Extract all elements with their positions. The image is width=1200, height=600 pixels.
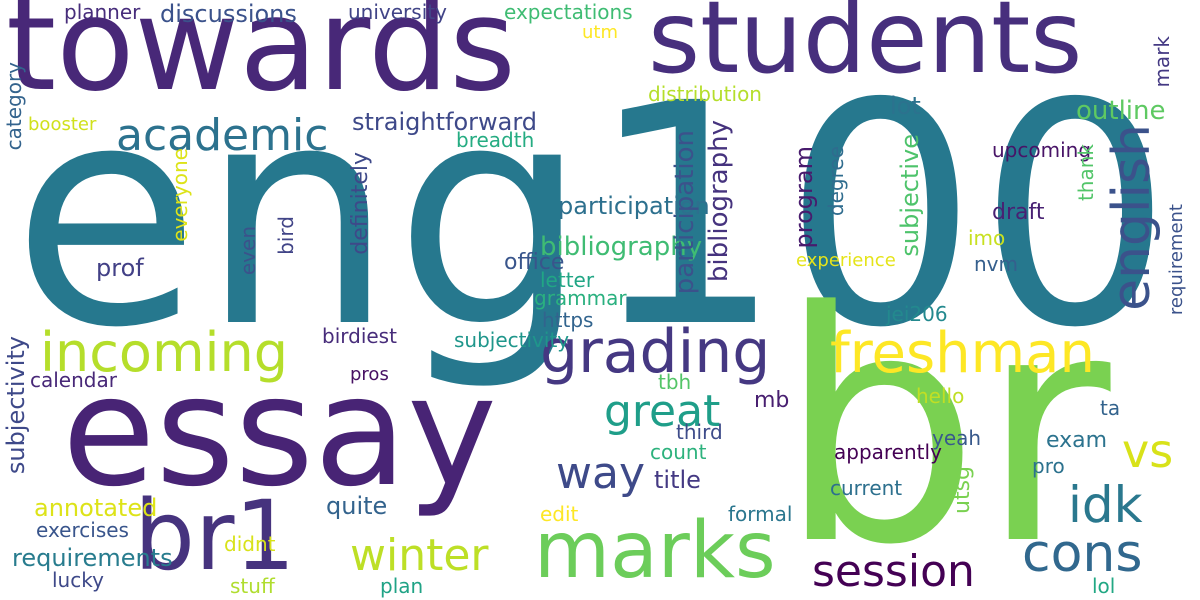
word-requirements: edit	[540, 504, 578, 524]
word-distribution: distribution	[648, 84, 762, 104]
word-third: tbh	[658, 372, 691, 392]
word-subjectivity: subjectivity	[4, 336, 28, 474]
word-instructors: plan	[380, 576, 423, 596]
word-vs: vs	[1122, 428, 1173, 474]
word-plan: didnt	[224, 534, 275, 554]
word-outline: outline	[1076, 98, 1166, 124]
word-lot: lot	[890, 94, 921, 118]
word-imo: draft	[992, 202, 1044, 224]
word-exercises: quite	[326, 494, 387, 518]
word-participation: participation	[672, 130, 698, 294]
word-bird: nvm	[974, 254, 1018, 274]
word-quite: utsg	[952, 466, 974, 514]
word-thank: imo	[968, 228, 1005, 248]
word-booster: category	[4, 62, 24, 150]
word-experience: thank	[1076, 144, 1096, 201]
word-cons: cons	[1022, 528, 1142, 580]
word-yeah: ta	[1100, 398, 1120, 418]
word-winter: winter	[350, 534, 489, 578]
word-way: way	[556, 452, 645, 496]
word-students: students	[648, 0, 1082, 88]
word-upcoming: degree	[826, 146, 846, 216]
word-jei206: calendar	[30, 370, 117, 390]
word-definitely: definitely	[350, 152, 372, 255]
word-apparently: count	[650, 442, 706, 462]
word-planner: planner	[64, 2, 140, 22]
word-breadth: booster	[28, 116, 96, 134]
word-stuff: requirements	[12, 546, 173, 570]
word-english: english	[1106, 124, 1158, 311]
word-letter: prof	[96, 256, 144, 280]
word-mark: mark	[1152, 36, 1172, 88]
word-didnt: formal	[728, 504, 792, 524]
word-title: apparently	[834, 442, 942, 462]
word-credit: lol	[1092, 576, 1115, 596]
word-requirement: requirement	[1168, 204, 1186, 315]
word-calendar: bird	[276, 216, 296, 255]
word-lol: lucky	[52, 570, 104, 590]
word-freshman: freshman	[830, 326, 1095, 382]
word-degree: https	[542, 310, 593, 330]
word-formal: annotated	[34, 496, 157, 520]
word-subjective: subjective	[898, 134, 922, 257]
word-expectations: expectations	[504, 2, 633, 22]
word-pro: exam	[1046, 430, 1107, 452]
word-current: pro	[1032, 456, 1065, 476]
word-discussions: discussions	[160, 2, 297, 26]
word-category: breadth	[456, 130, 534, 150]
word-ta: mb	[754, 390, 789, 412]
word-annotated: title	[654, 468, 701, 492]
word-academic: academic	[116, 114, 328, 158]
word-university: university	[348, 2, 447, 22]
word-edit: current	[830, 478, 902, 498]
word-tbh: subjectivity	[454, 330, 569, 350]
word-even: experience	[796, 252, 896, 270]
word-utm: utm	[582, 24, 618, 42]
word-draft: program	[792, 146, 816, 248]
word-coursehow: stuff	[230, 576, 275, 596]
word-program: grammar	[534, 288, 627, 308]
word-everyone: everyone	[170, 148, 190, 242]
word-hello: jei206	[886, 304, 948, 324]
word-mb: pros	[350, 366, 389, 384]
word-birdiest: even	[238, 226, 258, 275]
word-idk: idk	[1068, 480, 1143, 530]
word-utsg: yeah	[932, 428, 981, 448]
word-pros: birdiest	[322, 326, 397, 346]
word-count: hello	[916, 386, 964, 406]
word-session: session	[812, 550, 975, 594]
word-bibliography: bibliography	[706, 120, 732, 282]
word-lucky: exercises	[36, 520, 129, 540]
word-exam: third	[676, 422, 723, 442]
